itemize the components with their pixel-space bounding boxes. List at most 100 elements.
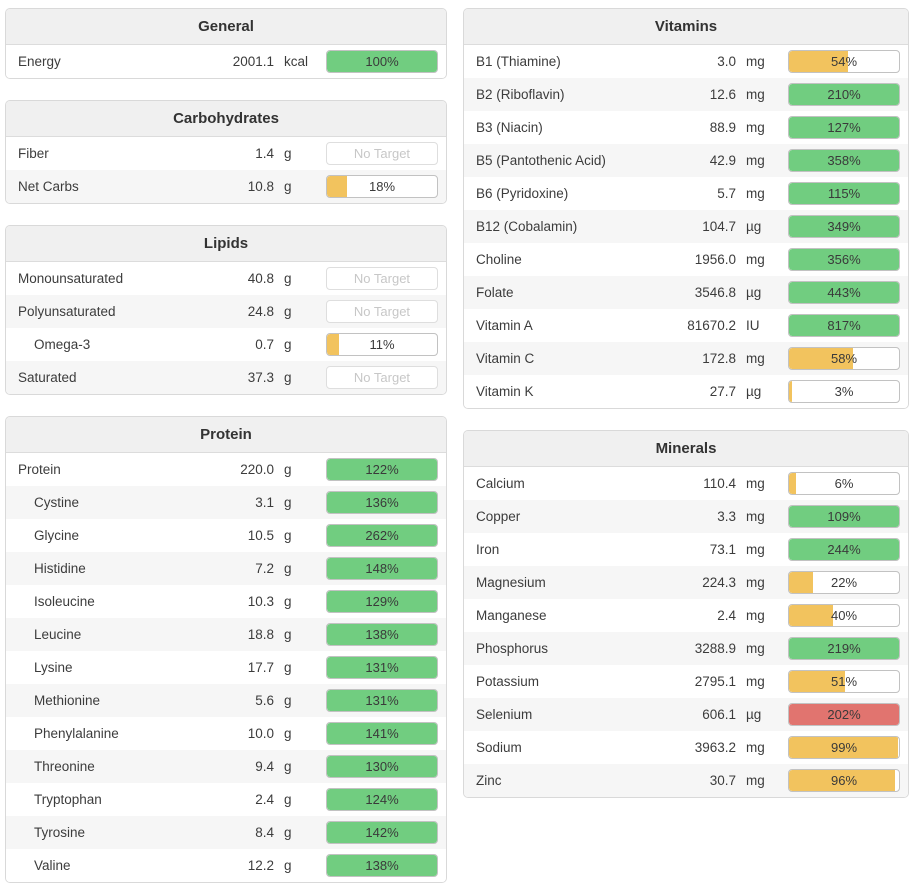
progress-label: 129% [365, 594, 399, 609]
nutrient-value: 172.8 [702, 351, 736, 366]
nutrient-row[interactable]: Cystine 3.1 g 136% [6, 486, 446, 519]
nutrient-row[interactable]: Potassium 2795.1 mg 51% [464, 665, 908, 698]
nutrient-row[interactable]: B2 (Riboflavin) 12.6 mg 210% [464, 78, 908, 111]
nutrient-row[interactable]: Protein 220.0 g 122% [6, 453, 446, 486]
progress-bar: 142% [326, 821, 438, 844]
nutrient-row[interactable]: Omega-3 0.7 g 11% [6, 328, 446, 361]
progress-bar: No Target [326, 366, 438, 389]
nutrient-row[interactable]: Copper 3.3 mg 109% [464, 500, 908, 533]
nutrient-name: Glycine [34, 528, 80, 543]
nutrient-unit: mg [746, 54, 765, 69]
nutrient-row[interactable]: Lysine 17.7 g 131% [6, 651, 446, 684]
progress-bar: 356% [788, 248, 900, 271]
nutrient-row[interactable]: Vitamin A 81670.2 IU 817% [464, 309, 908, 342]
nutrient-value: 3.1 [255, 495, 274, 510]
nutrient-name: Valine [34, 858, 71, 873]
nutrient-row[interactable]: Vitamin K 27.7 µg 3% [464, 375, 908, 408]
progress-bar: 131% [326, 656, 438, 679]
progress-fill [789, 770, 895, 791]
nutrient-unit: µg [746, 219, 762, 234]
progress-bar: 11% [326, 333, 438, 356]
nutrient-row[interactable]: Sodium 3963.2 mg 99% [464, 731, 908, 764]
nutrient-unit: mg [746, 509, 765, 524]
nutrient-row[interactable]: B1 (Thiamine) 3.0 mg 54% [464, 45, 908, 78]
nutrient-row[interactable]: Phosphorus 3288.9 mg 219% [464, 632, 908, 665]
nutrient-value: 104.7 [702, 219, 736, 234]
progress-fill [789, 638, 899, 659]
nutrient-unit: g [284, 726, 292, 741]
nutrient-name: B5 (Pantothenic Acid) [476, 153, 606, 168]
progress-bar: 219% [788, 637, 900, 660]
progress-label: 131% [365, 660, 399, 675]
nutrient-value: 10.0 [247, 726, 274, 741]
progress-label: 100% [365, 54, 399, 69]
nutrient-row[interactable]: Polyunsaturated 24.8 g No Target [6, 295, 446, 328]
progress-fill [789, 84, 899, 105]
nutrient-value: 10.3 [247, 594, 274, 609]
progress-fill [327, 459, 437, 480]
nutrient-value: 2795.1 [694, 674, 736, 689]
nutrient-row[interactable]: Zinc 30.7 mg 96% [464, 764, 908, 797]
nutrient-row[interactable]: Vitamin C 172.8 mg 58% [464, 342, 908, 375]
nutrient-row[interactable]: B3 (Niacin) 88.9 mg 127% [464, 111, 908, 144]
nutrient-row[interactable]: Isoleucine 10.3 g 129% [6, 585, 446, 618]
nutrient-row[interactable]: Leucine 18.8 g 138% [6, 618, 446, 651]
nutrient-row[interactable]: B6 (Pyridoxine) 5.7 mg 115% [464, 177, 908, 210]
panel-rows: Monounsaturated 40.8 g No Target Polyunsatur… [6, 262, 446, 394]
nutrient-unit: g [284, 146, 292, 161]
progress-label: 51% [830, 674, 858, 689]
nutrient-value: 606.1 [702, 707, 736, 722]
nutrient-row[interactable]: Methionine 5.6 g 131% [6, 684, 446, 717]
nutrient-name: B12 (Cobalamin) [476, 219, 578, 234]
nutrient-row[interactable]: Threonine 9.4 g 130% [6, 750, 446, 783]
nutrient-name: Monounsaturated [18, 271, 124, 286]
nutrient-row[interactable]: Selenium 606.1 µg 202% [464, 698, 908, 731]
progress-bar: 443% [788, 281, 900, 304]
nutrient-row[interactable]: Manganese 2.4 mg 40% [464, 599, 908, 632]
nutrient-name: Cystine [34, 495, 80, 510]
nutrient-row[interactable]: Net Carbs 10.8 g 18% [6, 170, 446, 203]
nutrient-name: Fiber [18, 146, 49, 161]
progress-label: No Target [353, 271, 411, 286]
nutrient-row[interactable]: B12 (Cobalamin) 104.7 µg 349% [464, 210, 908, 243]
nutrient-row[interactable]: Iron 73.1 mg 244% [464, 533, 908, 566]
progress-fill [327, 690, 437, 711]
nutrient-row[interactable]: Phenylalanine 10.0 g 141% [6, 717, 446, 750]
panel-title: Minerals [464, 431, 908, 467]
progress-bar: 138% [326, 623, 438, 646]
nutrient-row[interactable]: Choline 1956.0 mg 356% [464, 243, 908, 276]
nutrient-row[interactable]: Saturated 37.3 g No Target [6, 361, 446, 394]
nutrient-name: Vitamin A [476, 318, 533, 333]
nutrient-unit: g [284, 693, 292, 708]
panel-title: Protein [6, 417, 446, 453]
nutrient-row[interactable]: Histidine 7.2 g 148% [6, 552, 446, 585]
nutrient-row[interactable]: Calcium 110.4 mg 6% [464, 467, 908, 500]
nutrient-value: 2.4 [255, 792, 274, 807]
nutrient-row[interactable]: Tryptophan 2.4 g 124% [6, 783, 446, 816]
nutrient-row[interactable]: Glycine 10.5 g 262% [6, 519, 446, 552]
nutrient-value: 9.4 [255, 759, 274, 774]
nutrient-row[interactable]: Monounsaturated 40.8 g No Target [6, 262, 446, 295]
nutrient-row[interactable]: Folate 3546.8 µg 443% [464, 276, 908, 309]
nutrient-unit: mg [746, 87, 765, 102]
progress-bar: 96% [788, 769, 900, 792]
nutrient-value: 42.9 [709, 153, 736, 168]
progress-label: 122% [365, 462, 399, 477]
nutrient-row[interactable]: Valine 12.2 g 138% [6, 849, 446, 882]
nutrient-name: Saturated [18, 370, 77, 385]
progress-fill [327, 624, 437, 645]
nutrient-row[interactable]: Tyrosine 8.4 g 142% [6, 816, 446, 849]
progress-fill [327, 334, 340, 355]
progress-bar: 244% [788, 538, 900, 561]
nutrient-value: 3.0 [717, 54, 736, 69]
progress-label: 99% [830, 740, 858, 755]
nutrient-value: 10.8 [247, 179, 274, 194]
nutrient-unit: kcal [284, 54, 309, 69]
nutrient-row[interactable]: B5 (Pantothenic Acid) 42.9 mg 358% [464, 144, 908, 177]
progress-fill [789, 117, 899, 138]
progress-fill [327, 822, 437, 843]
nutrient-row[interactable]: Fiber 1.4 g No Target [6, 137, 446, 170]
nutrient-row[interactable]: Energy 2001.1 kcal 100% [6, 45, 446, 78]
nutrient-row[interactable]: Magnesium 224.3 mg 22% [464, 566, 908, 599]
nutrient-name: Sodium [476, 740, 522, 755]
